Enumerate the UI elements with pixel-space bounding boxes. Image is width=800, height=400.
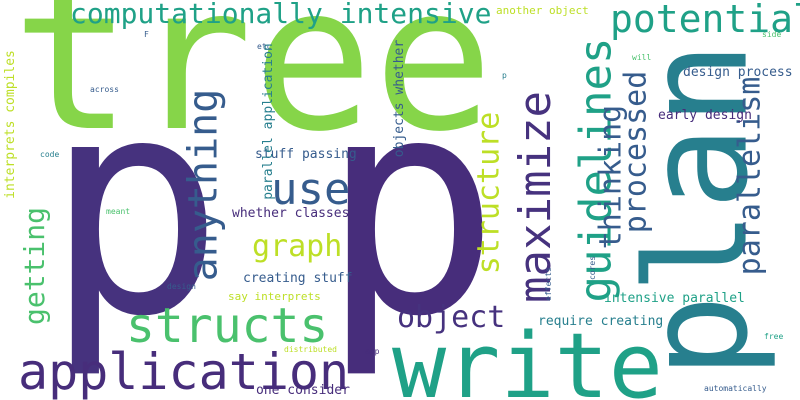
word-parallel-application: parallel application [260, 43, 276, 200]
word-app: app [365, 347, 380, 356]
word-anything: anything [180, 88, 227, 282]
word-effects: effects [543, 267, 553, 301]
word-intensive-parallel: intensive parallel [604, 291, 745, 306]
word-structs: structs [126, 298, 329, 354]
word-will: will [632, 53, 652, 62]
word-distributed: distributed [284, 345, 337, 354]
word-across: across [90, 85, 119, 94]
word-interprets-compiles: interprets compiles [2, 50, 18, 199]
word-etc: etc [257, 42, 272, 51]
word-code: code [40, 150, 60, 159]
word-say-interprets: say interprets [228, 290, 321, 303]
word-potential: potential [610, 0, 800, 41]
word-getting: getting [18, 206, 52, 326]
word-creating-stuff: creating stuff [243, 271, 353, 286]
word-application: application [18, 343, 350, 400]
word-structure: structure [471, 111, 507, 275]
word-meant: meant [106, 207, 131, 216]
word-early-design: early design [658, 108, 752, 123]
word-another-object: another object [496, 4, 589, 17]
word-graph: graph [252, 229, 343, 264]
word-whether-classes: whether classes [232, 206, 350, 221]
word-object: object [397, 300, 506, 335]
word-objects-whether: objects whether [392, 39, 408, 158]
word-computationally-intensive: computationally intensive [70, 0, 492, 30]
word-write: write [392, 314, 663, 400]
word-design-process: design process [683, 65, 793, 80]
word-parallelism: parallelism [732, 76, 768, 276]
word-automatically: automatically [704, 384, 767, 393]
word-p-small: p [502, 71, 507, 80]
word-tree: tree [12, 0, 494, 176]
word-one-consider: one consider [256, 383, 350, 398]
word-stuff-passing: stuff passing [255, 147, 357, 162]
word-p-right: p [320, 33, 501, 382]
word-p-left: p [44, 33, 225, 382]
word-use: use [271, 164, 351, 215]
word-require-creating: require creating [538, 314, 664, 329]
word-side: side [762, 30, 782, 39]
word-free: free [764, 332, 784, 341]
word-cores: cores [588, 255, 598, 281]
word-thinking: thinking [593, 104, 629, 250]
word-F: F [144, 30, 149, 39]
word-design: design [167, 282, 196, 291]
